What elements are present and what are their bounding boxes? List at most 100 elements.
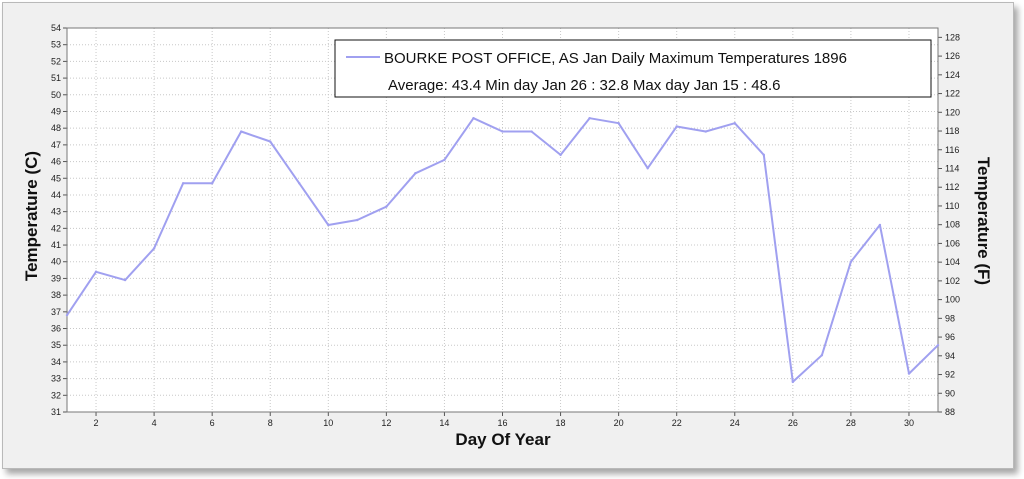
data-point [327,223,330,227]
y-tick-label-right: 108 [945,220,960,230]
data-point [936,344,940,347]
series-layer [65,116,940,384]
x-tick-label: 10 [323,418,333,428]
x-tick-label: 8 [268,418,273,428]
data-point [733,121,736,125]
y-tick-label-left: 50 [51,90,61,100]
y-tick-label-right: 116 [945,145,959,155]
data-point [646,167,649,170]
data-point [588,116,591,120]
y-tick-label-right: 122 [945,89,960,99]
y-tick-label-left: 42 [51,223,61,233]
data-point [152,247,156,250]
data-point [356,218,359,222]
legend-series-name: BOURKE POST OFFICE, AS Jan Daily Maximum… [384,50,847,67]
y-tick-label-right: 124 [945,70,960,80]
y-tick-label-left: 48 [51,123,61,133]
data-point [240,130,243,133]
legend-summary: Average: 43.4 Min day Jan 26 : 32.8 Max … [388,77,780,94]
data-point [298,182,301,185]
y-tick-label-left: 37 [51,307,61,317]
y-tick-label-right: 106 [945,238,960,248]
y-tick-label-right: 98 [945,313,955,323]
x-tick-label: 28 [846,418,856,428]
y-tick-label-left: 39 [51,273,61,283]
y-tick-label-left: 52 [51,56,61,66]
x-tick-label: 6 [210,418,215,428]
y-axis-title-right: Temperature (F) [974,157,993,285]
y-tick-label-left: 41 [51,240,61,250]
y-tick-label-left: 33 [51,374,61,384]
chart-frame: 2 4 6 8 10 12 14 16 18 20 22 24 26 28 30 31 32 33 34 35 36 37… [2,2,1014,469]
data-point [385,205,388,208]
y-tick-label-left: 45 [51,173,61,183]
data-point [617,121,620,125]
y-tick-label-right: 102 [945,276,960,286]
y-tick-label-right: 120 [945,107,960,117]
x-tick-label: 22 [672,418,682,428]
data-point [530,130,533,133]
x-tick-label: 14 [439,418,449,428]
x-tick-label: 20 [614,418,624,428]
y-tick-label-right: 126 [945,51,960,61]
y-tick-label-left: 44 [51,190,61,200]
y-tick-label-right: 94 [945,351,955,361]
y-tick-label-right: 100 [945,295,960,305]
legend-box: BOURKE POST OFFICE, AS Jan Daily Maximum… [334,39,932,98]
y-tick-label-right: 104 [945,257,960,267]
y-tick-label-right: 112 [945,182,959,192]
x-tick-label: 26 [788,418,798,428]
y-tick-label-right: 118 [945,126,959,136]
data-point [123,278,127,282]
y-tick-label-left: 54 [51,23,61,33]
y-tick-label-left: 43 [51,207,61,217]
data-point [210,182,214,185]
data-point [269,140,272,143]
y-tick-label-left: 36 [51,324,61,334]
y-tick-label-left: 53 [51,40,61,50]
data-point [559,153,562,157]
y-tick-label-left: 51 [51,73,61,83]
y-axis-title-left: Temperature (C) [22,151,41,281]
data-point [704,130,707,133]
data-point [443,158,446,162]
y-tick-label-left: 35 [51,340,61,350]
y-tick-label-left: 38 [51,290,61,300]
data-point [472,116,475,120]
y-tick-label-right: 128 [945,32,960,42]
y-tick-label-left: 32 [51,390,61,400]
data-point [820,354,824,357]
y-tick-label-right: 92 [945,370,955,380]
data-point [791,380,795,384]
y-tick-label-right: 110 [945,201,959,211]
x-axis-title: Day Of Year [455,430,551,449]
y-tick-label-left: 49 [51,106,61,116]
temperature-line-chart: 2 4 6 8 10 12 14 16 18 20 22 24 26 28 3031323334353637… [22,23,993,449]
y-tick-label-left: 31 [51,407,61,417]
data-point [907,372,911,375]
x-tick-label: 4 [152,418,157,428]
data-point [94,270,98,273]
x-tick-label: 18 [556,418,566,428]
y-tick-label-left: 34 [51,357,61,367]
data-point [414,172,417,175]
data-point [65,313,69,317]
data-point [675,125,678,128]
y-tick-label-left: 46 [51,157,61,167]
data-point [878,223,882,227]
y-tick-label-right: 90 [945,388,955,398]
data-point [181,182,185,185]
x-tick-label: 30 [904,418,914,428]
data-point [762,153,765,157]
plot-border [66,27,939,413]
x-tick-label: 16 [497,418,507,428]
y-tick-label-left: 47 [51,140,61,150]
y-tick-label-left: 40 [51,257,61,267]
y-tick-label-right: 114 [945,163,959,173]
x-tick-label: 12 [381,418,391,428]
x-tick-label: 24 [730,418,740,428]
y-tick-label-right: 88 [945,407,955,417]
x-tick-label: 2 [94,418,99,428]
tick-labels: 2 4 6 8 10 12 14 16 18 20 22 24 26 28 3031323334353637… [51,23,960,428]
data-point [849,260,853,263]
